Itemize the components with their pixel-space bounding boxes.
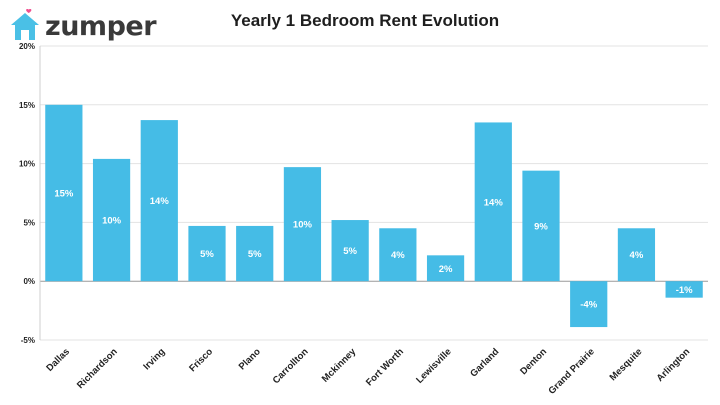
bar — [188, 225, 226, 282]
chart-title: Yearly 1 Bedroom Rent Evolution — [230, 11, 500, 30]
bar — [522, 170, 560, 282]
x-tick-label: Mesquite — [608, 346, 645, 383]
x-tick-label: Frisco — [187, 346, 215, 374]
bars — [45, 104, 703, 328]
axes: -5% 0% 5% 10% 15% 20% — [19, 42, 41, 345]
data-label: 5% — [343, 246, 357, 257]
zumper-logo: zumper — [8, 6, 157, 46]
x-tick-label: Carrollton — [271, 346, 311, 386]
x-tick-label: Irving — [141, 346, 167, 372]
bar — [92, 158, 131, 282]
data-label: 9% — [534, 221, 548, 232]
bar — [665, 281, 703, 298]
data-label: -4% — [580, 300, 597, 311]
y-tick-label: 5% — [23, 218, 35, 227]
data-label: 10% — [102, 216, 122, 227]
y-tick-label: 10% — [19, 160, 35, 169]
bar — [140, 120, 178, 282]
y-tick-label: 0% — [23, 277, 35, 286]
x-tick-label: Lewisville — [414, 346, 454, 386]
data-label: 15% — [54, 189, 74, 200]
bar — [570, 281, 608, 328]
y-tick-label: -5% — [21, 336, 35, 345]
data-label: 4% — [630, 250, 644, 261]
data-label: 5% — [200, 249, 214, 260]
house-heart-icon — [11, 9, 39, 40]
bar — [379, 228, 417, 282]
x-tick-label: Grand Prairie — [546, 346, 596, 396]
data-label: 2% — [439, 264, 453, 275]
gridlines — [40, 45, 708, 341]
x-tick-label: Fort Worth — [364, 346, 406, 388]
x-tick-label: Mckinney — [320, 346, 359, 385]
data-label: 5% — [248, 249, 262, 260]
x-tick-label: Richardson — [75, 346, 120, 391]
bar — [45, 104, 83, 282]
data-label: -1% — [676, 285, 693, 296]
x-tick-label: Arlington — [655, 346, 693, 384]
y-tick-label: 15% — [19, 101, 35, 110]
y-tick-label: 20% — [19, 42, 35, 51]
x-tick-label: Denton — [518, 346, 549, 377]
bar — [236, 225, 274, 282]
data-label: 14% — [150, 196, 170, 207]
x-tick-label: Plano — [237, 346, 263, 372]
data-label: 10% — [293, 220, 313, 231]
bar — [283, 167, 322, 282]
data-label: 4% — [391, 250, 405, 261]
bar — [331, 220, 369, 282]
bar — [426, 255, 465, 282]
brand-name: zumper — [45, 10, 157, 42]
x-tick-label: Garland — [468, 346, 501, 379]
data-label: 14% — [484, 197, 504, 208]
bar — [617, 228, 656, 282]
bar — [474, 122, 512, 282]
x-tick-label: Dallas — [44, 346, 72, 374]
